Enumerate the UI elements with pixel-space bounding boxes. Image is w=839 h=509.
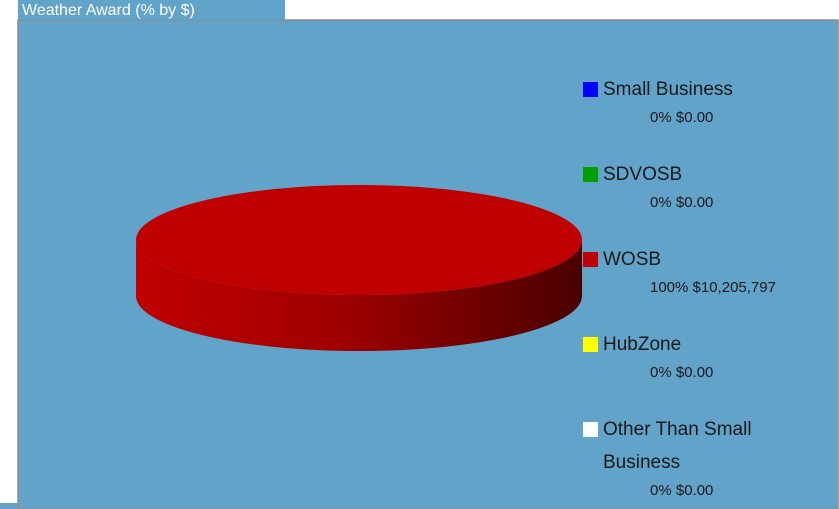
legend-label: HubZone: [603, 334, 681, 355]
legend-label-line: Business: [603, 452, 680, 473]
legend-swatch: [583, 337, 598, 352]
legend-value: 100% $10,205,797: [650, 279, 776, 296]
legend-label: SDVOSB: [603, 164, 682, 185]
legend-swatch: [583, 252, 598, 267]
edge-strip: [0, 503, 18, 509]
legend-label: Other Than Small Business: [603, 419, 752, 473]
pie-slice-side: [136, 240, 582, 351]
legend-value: 0% $0.00: [650, 364, 713, 381]
legend-value: 0% $0.00: [650, 109, 713, 126]
legend-label: Small Business: [603, 79, 733, 100]
pie-slice: [136, 185, 582, 295]
legend-swatch: [583, 422, 598, 437]
legend-swatch: [583, 82, 598, 97]
legend: Small Business 0% $0.00 SDVOSB 0% $0.00 WOSB…: [583, 79, 776, 499]
pie: [136, 185, 582, 351]
legend-label-line: Other Than Small: [603, 419, 752, 440]
title-bar: [18, 0, 285, 20]
legend-value: 0% $0.00: [650, 482, 713, 499]
legend-swatch: [583, 167, 598, 182]
legend-value: 0% $0.00: [650, 194, 713, 211]
chart-title: Weather Award (% by $): [22, 2, 195, 19]
legend-label: WOSB: [603, 249, 661, 270]
